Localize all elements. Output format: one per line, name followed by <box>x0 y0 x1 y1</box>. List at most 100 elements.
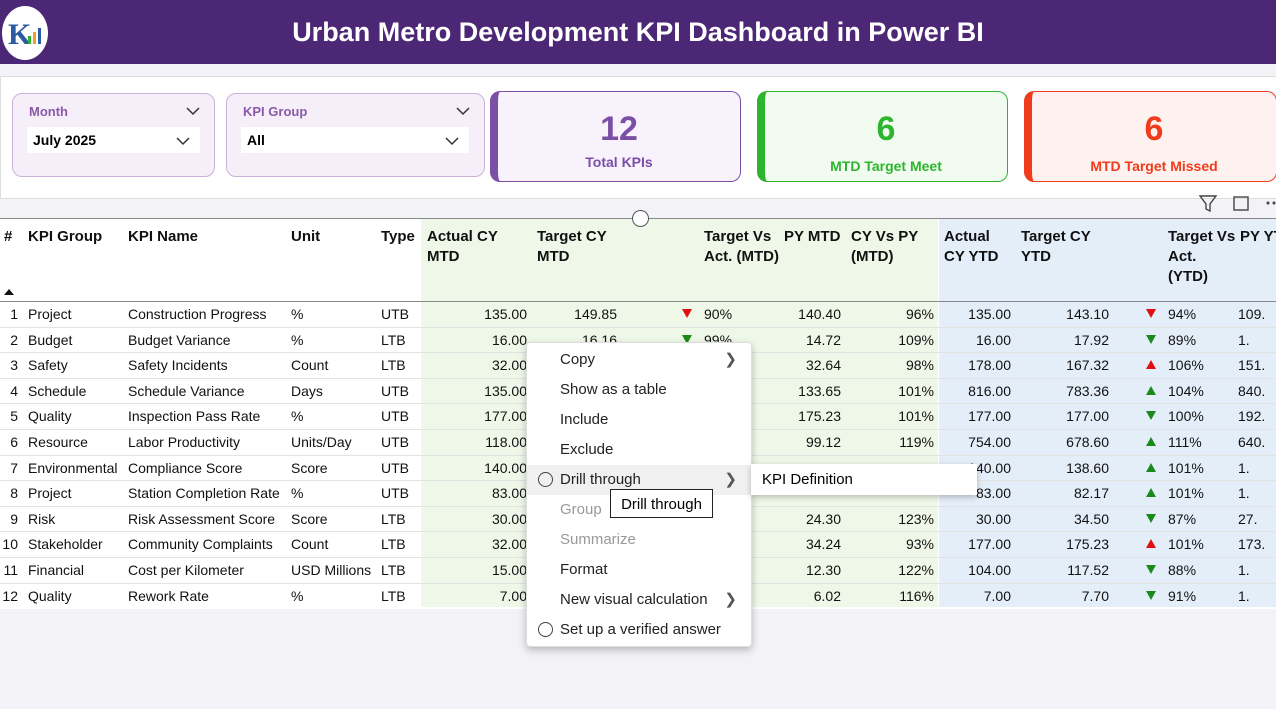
table-cell[interactable]: 149.85 <box>574 306 617 322</box>
table-cell[interactable]: % <box>291 485 304 502</box>
filter-icon[interactable] <box>1198 195 1218 213</box>
column-header[interactable]: # <box>4 228 13 245</box>
table-cell[interactable]: 101% <box>1168 459 1204 476</box>
table-cell[interactable]: 104% <box>1168 382 1204 399</box>
table-cell[interactable]: 89% <box>1168 331 1197 348</box>
table-cell[interactable]: Score <box>291 459 328 476</box>
table-cell[interactable]: LTB <box>381 357 406 374</box>
table-cell[interactable]: Stakeholder <box>28 536 103 553</box>
table-cell[interactable]: 7.00 <box>499 587 527 604</box>
slicer-dropdown[interactable]: All <box>241 127 469 153</box>
table-cell[interactable]: 82.17 <box>1073 485 1109 502</box>
table-cell[interactable]: 12.30 <box>805 562 841 578</box>
table-cell[interactable]: Community Complaints <box>128 536 273 553</box>
table-cell[interactable]: Quality <box>28 587 72 604</box>
table-cell[interactable]: 140.00 <box>968 459 1011 476</box>
table-cell[interactable]: Compliance Score <box>128 459 243 476</box>
table-cell[interactable]: 123% <box>898 510 934 527</box>
table-cell[interactable]: 3 <box>10 357 18 374</box>
table-cell[interactable]: 90% <box>704 306 733 322</box>
slicer[interactable]: KPI Group All <box>226 93 485 177</box>
table-cell[interactable]: Risk Assessment Score <box>128 510 276 527</box>
table-cell[interactable]: LTB <box>381 587 406 604</box>
table-cell[interactable]: Rework Rate <box>128 587 209 604</box>
column-header[interactable]: PY MTD <box>784 228 841 245</box>
menu-item[interactable]: Copy ❯ <box>527 345 751 375</box>
table-cell[interactable]: 140.40 <box>798 306 841 322</box>
table-cell[interactable]: Inspection Pass Rate <box>128 408 261 425</box>
table-cell[interactable]: 101% <box>898 382 934 399</box>
table-cell[interactable]: % <box>291 306 304 322</box>
table-cell[interactable]: 1. <box>1238 485 1250 502</box>
table-cell[interactable]: Count <box>291 357 329 374</box>
table-cell[interactable]: 101% <box>1168 536 1204 553</box>
table-cell[interactable]: Count <box>291 536 329 553</box>
menu-item[interactable]: New visual calculation ❯ <box>527 585 751 615</box>
column-header[interactable]: Target CY MTD <box>537 228 607 265</box>
table-cell[interactable]: 192. <box>1238 408 1266 425</box>
table-cell[interactable]: 143.10 <box>1066 306 1109 322</box>
table-cell[interactable]: 10 <box>2 536 18 553</box>
table-cell[interactable]: 7.00 <box>983 587 1011 604</box>
table-cell[interactable]: 100% <box>1168 408 1204 425</box>
table-cell[interactable]: Schedule <box>28 382 87 399</box>
table-cell[interactable]: 783.36 <box>1066 382 1109 399</box>
table-cell[interactable]: Days <box>291 382 323 399</box>
table-cell[interactable]: 91% <box>1168 587 1197 604</box>
table-cell[interactable]: Environmental <box>28 459 118 476</box>
menu-item[interactable]: Show as a table <box>527 375 751 405</box>
column-header[interactable]: PY YTD <box>1240 228 1276 245</box>
column-header[interactable]: KPI Name <box>128 228 199 245</box>
table-cell[interactable]: USD Millions <box>291 562 372 578</box>
table-cell[interactable]: 111% <box>1168 434 1202 450</box>
table-cell[interactable]: 119% <box>899 434 934 450</box>
table-cell[interactable]: UTB <box>381 408 409 425</box>
table-cell[interactable]: 106% <box>1168 357 1204 374</box>
table-cell[interactable]: 87% <box>1168 510 1197 527</box>
column-header[interactable]: Target Vs Act. (MTD) <box>704 228 779 265</box>
table-cell[interactable]: Construction Progress <box>128 306 267 322</box>
table-cell[interactable]: Cost per Kilometer <box>128 562 244 578</box>
table-cell[interactable]: Budget Variance <box>128 331 231 348</box>
table-cell[interactable]: 1. <box>1238 587 1250 604</box>
table-cell[interactable]: Quality <box>28 408 72 425</box>
table-cell[interactable]: % <box>291 331 304 348</box>
table-cell[interactable]: % <box>291 408 304 425</box>
table-cell[interactable]: 32.64 <box>805 357 841 374</box>
table-cell[interactable]: Labor Productivity <box>128 434 241 450</box>
table-cell[interactable]: 1. <box>1238 331 1250 348</box>
focus-icon[interactable] <box>1233 196 1249 211</box>
table-cell[interactable]: 16.00 <box>975 331 1011 348</box>
table-cell[interactable]: 175.23 <box>1066 536 1109 553</box>
table-cell[interactable]: 6 <box>10 434 18 450</box>
table-cell[interactable]: Project <box>28 485 72 502</box>
table-cell[interactable]: 88% <box>1168 562 1197 578</box>
column-header[interactable]: Unit <box>291 228 321 245</box>
table-cell[interactable]: Safety Incidents <box>128 357 228 374</box>
column-header[interactable]: Target Vs Act. (YTD) <box>1168 228 1236 285</box>
table-cell[interactable]: 177.00 <box>484 408 527 425</box>
table-cell[interactable]: 5 <box>10 408 18 425</box>
menu-item[interactable]: Exclude <box>527 435 751 465</box>
table-cell[interactable]: 151. <box>1238 357 1266 374</box>
table-cell[interactable]: 101% <box>898 408 934 425</box>
table-cell[interactable]: Budget <box>28 331 73 348</box>
table-cell[interactable]: 840. <box>1238 382 1266 399</box>
table-cell[interactable]: 754.00 <box>968 434 1011 450</box>
table-cell[interactable]: 104.00 <box>968 562 1011 578</box>
table-cell[interactable]: 6.02 <box>813 587 841 604</box>
table-cell[interactable]: 30.00 <box>975 510 1011 527</box>
table-cell[interactable]: 27. <box>1238 510 1258 527</box>
table-cell[interactable]: 99.12 <box>805 434 841 450</box>
table-cell[interactable]: 7 <box>10 459 18 476</box>
table-cell[interactable]: 135.00 <box>484 306 527 322</box>
more-icon[interactable] <box>1266 201 1270 205</box>
column-header[interactable]: KPI Group <box>28 228 103 245</box>
table-cell[interactable]: 109. <box>1238 306 1266 322</box>
table-cell[interactable]: 122% <box>898 562 934 578</box>
column-header[interactable]: CY Vs PY (MTD) <box>851 228 918 265</box>
table-cell[interactable]: 175.23 <box>798 408 841 425</box>
table-cell[interactable]: 30.00 <box>491 510 527 527</box>
table-cell[interactable]: Station Completion Rate <box>128 485 280 502</box>
table-cell[interactable]: 2 <box>10 331 18 348</box>
